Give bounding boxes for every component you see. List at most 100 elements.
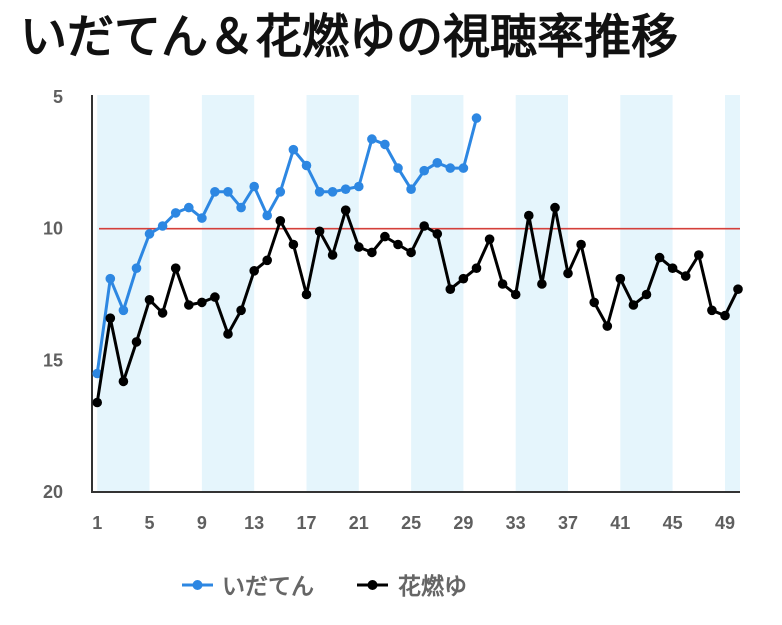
hanamoyu-point-ep33	[510, 289, 521, 300]
idaten-point-ep28	[445, 163, 456, 173]
hanamoyu-point-ep29	[458, 273, 469, 284]
hanamoyu-point-ep12	[236, 305, 246, 316]
hanamoyu-point-ep19	[327, 250, 338, 260]
hanamoyu-point-ep10	[210, 292, 220, 302]
idaten-point-ep27	[432, 158, 443, 168]
hanamoyu-point-ep22	[367, 247, 377, 258]
x-tick-label-25: 25	[401, 513, 421, 533]
legend-item-idaten: いだてん	[182, 573, 314, 599]
legend-marker-idaten	[192, 580, 203, 590]
hanamoyu-point-ep30	[471, 263, 482, 274]
hanamoyu-point-ep24	[393, 239, 403, 250]
hanamoyu-point-ep38	[576, 239, 586, 250]
hanamoyu-point-ep4	[131, 337, 142, 347]
idaten-point-ep20	[340, 184, 351, 194]
legend-item-hanamoyu: 花燃ゆ	[357, 573, 467, 599]
x-tick-label-37: 37	[558, 513, 578, 533]
idaten-point-ep15	[275, 187, 286, 197]
idaten-point-ep12	[236, 202, 246, 213]
hanamoyu-point-ep49	[720, 310, 730, 321]
series-lines	[92, 113, 743, 408]
hanamoyu-point-ep44	[654, 252, 665, 263]
idaten-point-ep7	[170, 208, 181, 218]
idaten-point-ep3	[118, 305, 129, 316]
series-idaten	[92, 113, 482, 379]
idaten-point-ep13	[249, 181, 259, 192]
idaten-point-ep6	[157, 221, 168, 231]
hanamoyu-point-ep41	[615, 273, 626, 284]
hanamoyu-point-ep26	[419, 221, 430, 231]
hanamoyu-point-ep46	[680, 271, 691, 281]
x-tick-label-17: 17	[296, 513, 316, 533]
x-tick-label-29: 29	[453, 513, 473, 533]
idaten-point-ep29	[458, 163, 469, 173]
hanamoyu-point-ep37	[563, 268, 573, 279]
hanamoyu-point-ep50	[733, 284, 743, 295]
hanamoyu-point-ep39	[589, 297, 599, 308]
idaten-point-ep8	[184, 202, 194, 213]
x-tick-label-21: 21	[349, 513, 369, 533]
idaten-point-ep9	[197, 213, 207, 223]
y-tick-labels: 5 10 15 20	[43, 87, 63, 502]
x-tick-label-45: 45	[663, 513, 683, 533]
x-tick-label-9: 9	[197, 513, 207, 533]
hanamoyu-point-ep34	[524, 210, 534, 221]
idaten-point-ep21	[354, 181, 364, 192]
hanamoyu-point-ep16	[288, 239, 299, 250]
hanamoyu-point-ep5	[144, 295, 155, 305]
axes	[91, 95, 740, 493]
hanamoyu-point-ep13	[249, 266, 259, 276]
x-tick-label-33: 33	[506, 513, 526, 533]
hanamoyu-point-ep1	[92, 397, 102, 408]
idaten-point-ep11	[223, 187, 233, 197]
series-hanamoyu	[92, 202, 743, 408]
x-tick-label-1: 1	[92, 513, 102, 533]
legend: いだてん 花燃ゆ	[182, 573, 467, 599]
idaten-point-ep16	[288, 144, 299, 155]
hanamoyu-point-ep20	[340, 205, 351, 215]
hanamoyu-point-ep7	[170, 263, 181, 274]
hanamoyu-point-ep8	[184, 300, 194, 310]
idaten-point-ep10	[210, 187, 220, 197]
idaten-point-ep19	[327, 187, 338, 197]
y-tick-label-10: 10	[43, 219, 63, 239]
hanamoyu-point-ep18	[314, 226, 325, 237]
idaten-point-ep24	[393, 163, 403, 173]
x-tick-label-13: 13	[244, 513, 264, 533]
y-tick-label-5: 5	[53, 87, 63, 107]
hanamoyu-point-ep11	[223, 329, 233, 339]
idaten-point-ep23	[380, 139, 390, 150]
idaten-point-ep1	[92, 368, 102, 379]
legend-label-idaten: いだてん	[222, 573, 314, 599]
hanamoyu-point-ep31	[484, 234, 495, 244]
idaten-point-ep18	[314, 187, 325, 197]
x-tick-label-41: 41	[610, 513, 630, 533]
shaded-band-4	[411, 95, 464, 492]
shaded-band-3	[306, 95, 359, 492]
y-tick-label-15: 15	[43, 350, 63, 370]
idaten-point-ep5	[144, 229, 155, 239]
hanamoyu-point-ep28	[445, 284, 456, 295]
hanamoyu-point-ep40	[602, 321, 613, 331]
shaded-bands	[97, 95, 740, 492]
hanamoyu-point-ep9	[197, 297, 207, 308]
hanamoyu-point-ep36	[550, 202, 560, 213]
idaten-point-ep25	[406, 184, 416, 194]
legend-label-hanamoyu: 花燃ゆ	[398, 573, 467, 599]
idaten-point-ep17	[301, 160, 312, 171]
idaten-point-ep4	[131, 263, 142, 274]
idaten-point-ep22	[367, 134, 377, 144]
x-tick-label-49: 49	[715, 513, 735, 533]
hanamoyu-point-ep27	[432, 229, 443, 239]
legend-marker-hanamoyu	[367, 580, 378, 590]
hanamoyu-point-ep3	[118, 376, 129, 387]
hanamoyu-point-ep42	[628, 300, 639, 310]
x-tick-labels: 1 5 9 13 17 21 25 29 33 37 41 45 49	[92, 513, 735, 533]
idaten-point-ep2	[105, 273, 116, 284]
shaded-band-1	[97, 95, 150, 492]
shaded-band-5	[515, 95, 568, 492]
idaten-point-ep30	[471, 113, 482, 123]
idaten-point-ep14	[262, 210, 273, 221]
hanamoyu-point-ep21	[354, 242, 364, 252]
